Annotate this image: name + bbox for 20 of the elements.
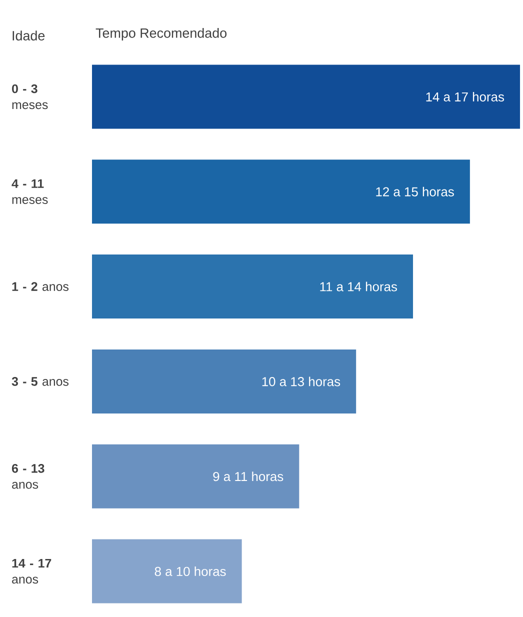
bar [92,254,414,319]
bar [92,349,356,414]
x-axis-title: Tempo Recomendado [96,28,227,40]
y-axis-title: Idade [12,30,45,40]
y-tick-label: 4 - 11 meses [12,179,48,204]
annotation: 8 a 10 horas [154,566,226,576]
annotation: 10 a 13 horas [262,376,340,386]
bar [92,64,520,129]
y-tick-label: 1 - 2 anos [12,282,69,291]
y-tick-label: 14 - 17 anos [12,558,52,584]
annotation: 14 a 17 horas [426,92,504,102]
y-tick-label: 3 - 5 anos [12,377,69,386]
annotation: 11 a 14 horas [320,282,398,292]
y-tick-label: 6 - 13 anos [12,464,44,489]
bar [92,444,300,508]
annotation: 12 a 15 horas [376,186,454,196]
bar [92,539,242,604]
bar [92,160,470,224]
annotation: 9 a 11 horas [213,472,284,482]
y-tick-label: 0 - 3 meses [12,84,48,110]
